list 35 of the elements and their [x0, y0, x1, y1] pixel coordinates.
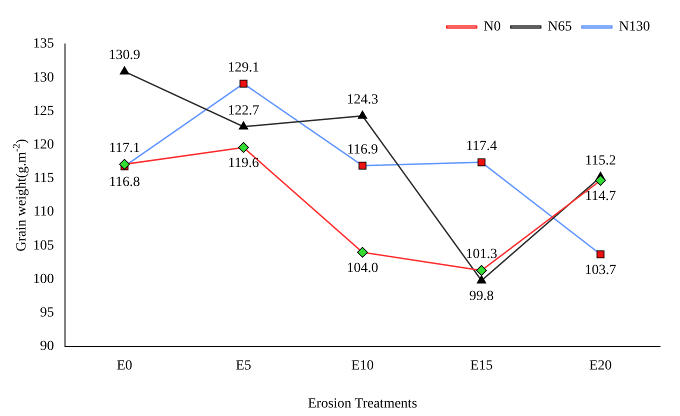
data-label: 117.1: [109, 140, 140, 156]
y-tick-label: 110: [34, 204, 54, 220]
y-tick-label: 100: [33, 272, 54, 287]
y-tick-label: 90: [40, 339, 54, 354]
data-label: 103.7: [584, 263, 616, 278]
y-tick-label: 135: [33, 36, 54, 52]
data-label: 119.6: [228, 156, 259, 172]
data-label: 130.9: [108, 48, 140, 64]
legend-label: N65: [548, 20, 572, 35]
data-label: 104.0: [346, 260, 378, 276]
y-tick-label: 95: [40, 305, 54, 320]
y-tick-label: 120: [33, 137, 54, 152]
data-label: 117.4: [466, 138, 497, 154]
y-tick-label: 105: [33, 238, 54, 254]
legend-label: N130: [618, 20, 650, 35]
data-label: 99.8: [469, 289, 494, 304]
data-label: 124.3: [346, 92, 378, 108]
x-tick-label: E10: [351, 358, 374, 374]
y-tick-label: 130: [33, 70, 54, 86]
data-label: 116.8: [109, 174, 140, 190]
data-label: 116.9: [347, 142, 378, 158]
x-tick-label: E20: [589, 358, 612, 374]
data-label: 122.7: [228, 103, 260, 118]
x-tick-label: E5: [236, 358, 252, 374]
data-label: 114.7: [585, 189, 616, 204]
x-tick-label: E15: [470, 358, 493, 374]
data-label: 129.1: [228, 60, 260, 76]
y-tick-label: 125: [33, 104, 54, 119]
data-label: 115.2: [585, 154, 616, 169]
data-label: 101.3: [466, 247, 498, 262]
x-axis-title: Erosion Treatments: [308, 396, 418, 412]
legend-label: N0: [484, 20, 501, 35]
x-tick-label: E0: [116, 358, 132, 374]
y-tick-label: 115: [34, 171, 54, 186]
y-axis-title: Grain weight(g.m-2): [12, 138, 30, 252]
